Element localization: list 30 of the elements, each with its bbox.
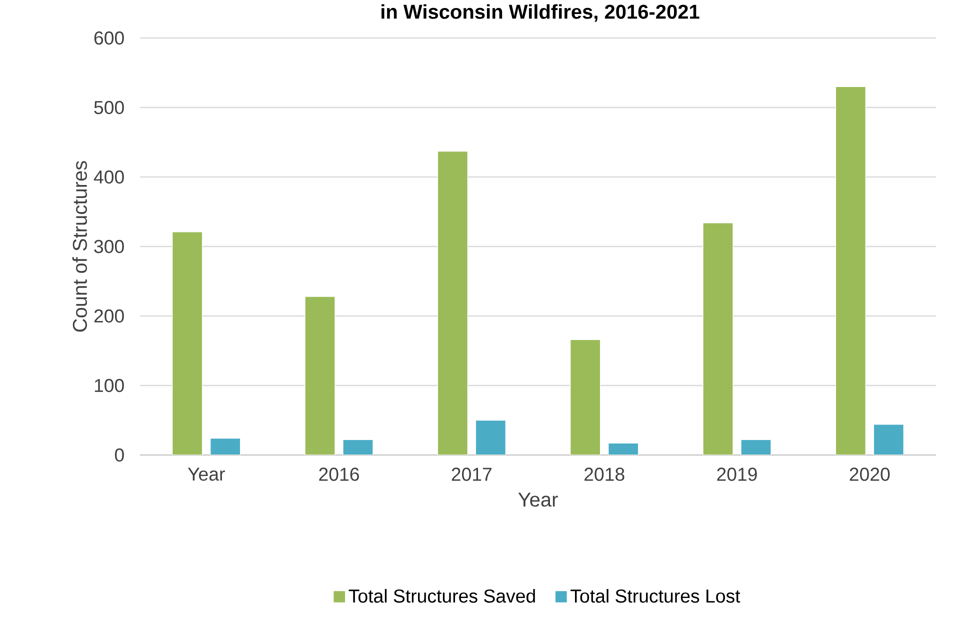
chart-title: in Wisconsin Wildfires, 2016-2021 [382, 4, 700, 22]
x-tick-label: 2017 [452, 468, 492, 481]
bar [304, 296, 336, 455]
legend-label: Total Structures Lost [570, 588, 740, 603]
bar [437, 150, 468, 455]
bar [835, 86, 866, 455]
y-axis-title: Count of Structures [72, 161, 87, 332]
bar [702, 222, 734, 455]
y-tick-label: 200 [94, 309, 124, 323]
y-tick-label: 400 [94, 170, 124, 184]
y-tick-label: 100 [94, 378, 124, 392]
bar [873, 424, 904, 455]
y-tick-label: 300 [94, 240, 124, 254]
x-tick-label: 2016 [319, 468, 359, 481]
bar [570, 339, 601, 455]
bar [172, 232, 203, 455]
x-tick-label: Year [188, 468, 225, 481]
x-axis-title: Year [518, 492, 558, 507]
x-tick-label: 2019 [717, 468, 757, 481]
bar [210, 438, 241, 455]
x-tick-label: 2020 [850, 468, 890, 481]
bar [475, 420, 506, 455]
legend-label: Total Structures Saved [348, 588, 535, 603]
y-tick-label: 600 [94, 31, 124, 45]
y-tick-label: 500 [94, 100, 124, 114]
y-tick-label: 0 [114, 448, 124, 462]
x-tick-label: 2018 [584, 468, 624, 481]
bar [608, 443, 638, 455]
bar [342, 439, 374, 455]
bar [740, 439, 772, 455]
